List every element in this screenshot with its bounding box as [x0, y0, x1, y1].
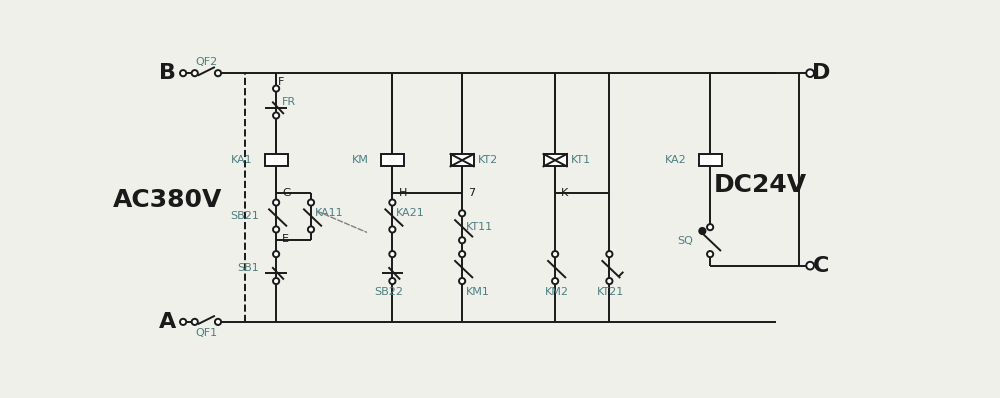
Text: SB1: SB1 — [237, 263, 259, 273]
Circle shape — [192, 319, 198, 325]
Bar — [450, 154, 474, 166]
Circle shape — [606, 251, 612, 257]
Text: AC380V: AC380V — [113, 188, 222, 212]
Text: KM1: KM1 — [466, 287, 490, 297]
Text: K: K — [561, 187, 569, 197]
Circle shape — [308, 199, 314, 206]
Text: QF2: QF2 — [195, 57, 218, 67]
Text: B: B — [159, 63, 176, 83]
Text: KT21: KT21 — [597, 287, 625, 297]
Circle shape — [389, 226, 395, 232]
Text: D: D — [812, 63, 830, 83]
Circle shape — [273, 199, 279, 206]
Text: KA11: KA11 — [315, 207, 344, 218]
Text: KA1: KA1 — [231, 155, 253, 165]
Text: SB22: SB22 — [374, 287, 403, 297]
Circle shape — [273, 113, 279, 119]
Text: QF1: QF1 — [195, 328, 217, 338]
Circle shape — [806, 262, 814, 269]
Circle shape — [215, 70, 221, 76]
Circle shape — [459, 237, 465, 243]
Text: A: A — [159, 312, 176, 332]
Bar — [544, 154, 567, 166]
Text: SB21: SB21 — [230, 211, 259, 221]
Circle shape — [707, 251, 713, 257]
Circle shape — [192, 70, 198, 76]
Circle shape — [699, 228, 705, 234]
Text: E: E — [282, 234, 289, 244]
Text: KT11: KT11 — [466, 222, 493, 232]
Text: G: G — [282, 187, 291, 197]
Circle shape — [459, 251, 465, 257]
Circle shape — [606, 278, 612, 284]
Text: H: H — [399, 187, 407, 197]
Text: FR: FR — [282, 98, 296, 107]
Circle shape — [459, 210, 465, 217]
Text: SQ: SQ — [677, 236, 693, 246]
Circle shape — [552, 251, 558, 257]
Text: DC24V: DC24V — [714, 173, 807, 197]
Text: KM: KM — [352, 155, 369, 165]
Text: F: F — [278, 77, 284, 88]
Text: KA2: KA2 — [665, 155, 687, 165]
Circle shape — [273, 278, 279, 284]
Text: 7: 7 — [468, 187, 475, 197]
Text: KT2: KT2 — [478, 155, 498, 165]
Circle shape — [273, 226, 279, 232]
Circle shape — [180, 319, 186, 325]
Circle shape — [389, 199, 395, 206]
Text: KT1: KT1 — [571, 155, 591, 165]
Circle shape — [273, 251, 279, 257]
Circle shape — [180, 70, 186, 76]
Circle shape — [308, 226, 314, 232]
Text: KA21: KA21 — [396, 207, 425, 218]
Text: KM2: KM2 — [545, 287, 569, 297]
Circle shape — [552, 278, 558, 284]
Circle shape — [806, 69, 814, 77]
Circle shape — [389, 278, 395, 284]
Circle shape — [707, 224, 713, 230]
Circle shape — [215, 319, 221, 325]
Bar — [264, 154, 288, 166]
Bar — [698, 154, 722, 166]
Text: C: C — [813, 256, 829, 276]
Circle shape — [389, 251, 395, 257]
Circle shape — [459, 278, 465, 284]
Bar — [381, 154, 404, 166]
Circle shape — [273, 86, 279, 92]
